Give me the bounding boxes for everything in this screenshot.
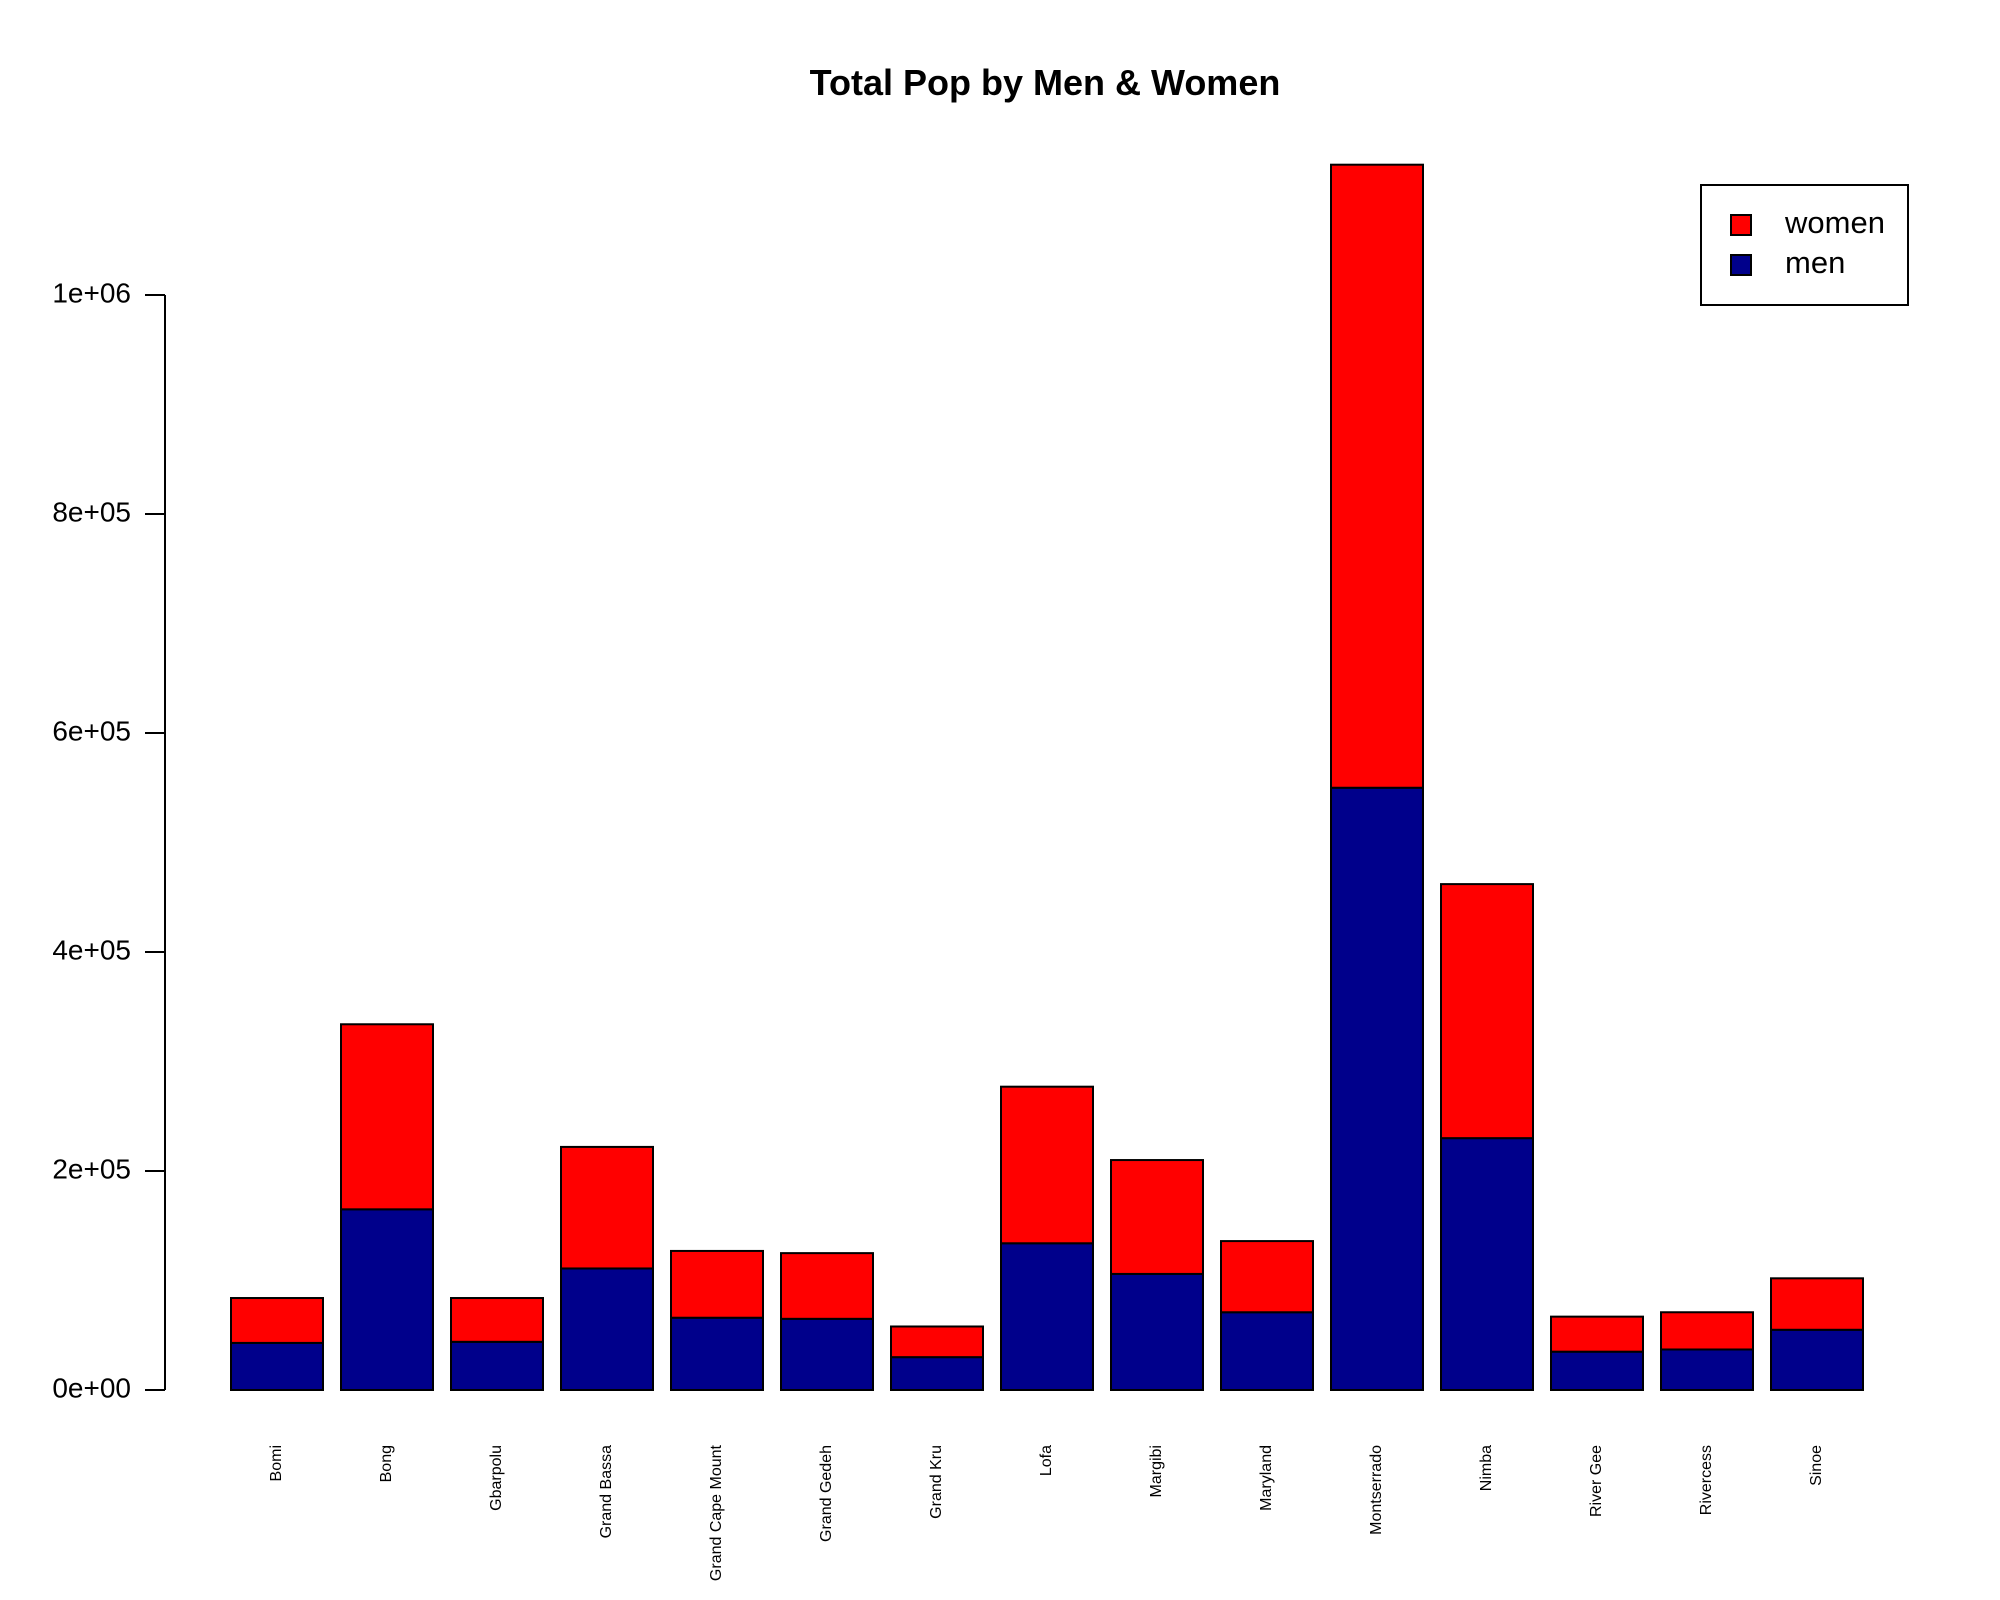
y-tick-label: 8e+05	[52, 496, 131, 527]
x-tick-label: Sinoe	[1808, 1445, 1825, 1486]
bar-men	[230, 1341, 324, 1392]
y-tick-label: 0e+00	[52, 1372, 131, 1403]
bar-women	[450, 1297, 544, 1343]
x-tick-label: Nimba	[1478, 1445, 1495, 1491]
x-tick-label: Gbarpolu	[488, 1445, 505, 1511]
bar-women	[230, 1297, 324, 1344]
x-tick-label: Grand Cape Mount	[708, 1444, 725, 1581]
y-tick-label: 6e+05	[52, 715, 131, 746]
bar-men	[340, 1208, 434, 1391]
bar-men	[780, 1317, 874, 1391]
x-tick-label: Rivercess	[1698, 1445, 1715, 1515]
bar-men	[560, 1267, 654, 1391]
x-tick-label: Grand Kru	[928, 1445, 945, 1519]
bar-men	[1770, 1328, 1864, 1392]
x-axis-labels: Bomi Bong Gbarpolu Grand Bassa Grand Cape Mo…	[268, 1444, 1825, 1581]
chart-title: Total Pop by Men & Women	[810, 62, 1281, 103]
x-tick-label: Montserrado	[1368, 1445, 1385, 1535]
bar-men	[1440, 1137, 1534, 1392]
bar-men	[450, 1340, 544, 1391]
bar-men	[1550, 1350, 1644, 1392]
bar-women	[780, 1252, 874, 1320]
bar-women	[560, 1145, 654, 1270]
bar-women	[1440, 883, 1534, 1140]
bar-men	[1220, 1311, 1314, 1392]
bar-women	[890, 1325, 984, 1359]
bar-women	[1660, 1311, 1754, 1351]
bar-women	[670, 1249, 764, 1319]
bar-women	[1000, 1085, 1094, 1245]
legend-label-women: women	[1784, 205, 1885, 240]
y-tick-label: 4e+05	[52, 934, 131, 965]
bar-women	[340, 1023, 434, 1211]
legend-swatch-women	[1730, 214, 1752, 236]
bars	[230, 163, 1864, 1392]
bar-women	[1330, 163, 1424, 789]
legend: women men	[1700, 184, 1909, 306]
legend-label-men: men	[1785, 245, 1845, 280]
bar-men	[1330, 786, 1424, 1391]
x-tick-label: Grand Bassa	[598, 1445, 615, 1538]
x-tick-label: Bomi	[268, 1445, 285, 1481]
bar-women	[1550, 1315, 1644, 1353]
x-tick-label: Maryland	[1258, 1445, 1275, 1511]
bar-men	[670, 1316, 764, 1391]
bar-men	[1000, 1242, 1094, 1392]
y-axis: 0e+00 2e+05 4e+05 6e+05 8e+05 1e+06	[52, 277, 166, 1403]
bar-men	[890, 1356, 984, 1392]
bar-women	[1220, 1240, 1314, 1314]
x-tick-label: Lofa	[1038, 1445, 1055, 1476]
bar-men	[1110, 1272, 1204, 1392]
x-tick-label: Grand Gedeh	[818, 1445, 835, 1542]
x-tick-label: Margibi	[1148, 1445, 1165, 1497]
x-tick-label: River Gee	[1588, 1445, 1605, 1517]
x-tick-label: Bong	[378, 1445, 395, 1482]
bar-men	[1660, 1348, 1754, 1391]
bar-women	[1770, 1277, 1864, 1331]
y-tick-label: 1e+06	[52, 277, 131, 308]
legend-swatch-men	[1730, 254, 1752, 276]
y-tick-label: 2e+05	[52, 1153, 131, 1184]
legend-box	[1700, 184, 1909, 306]
bar-women	[1110, 1159, 1204, 1275]
